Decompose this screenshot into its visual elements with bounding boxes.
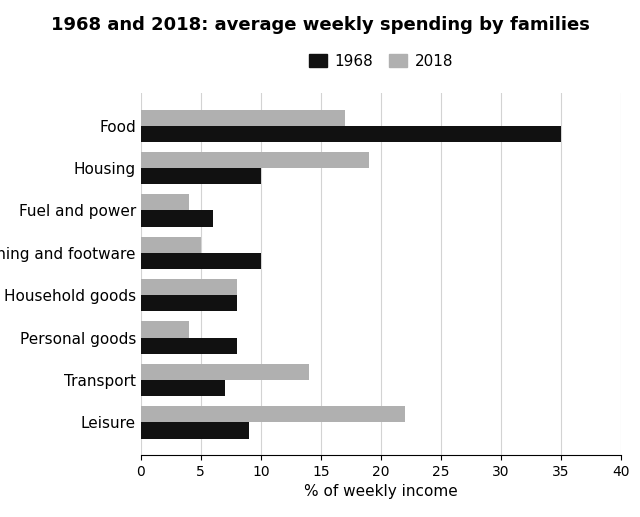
- X-axis label: % of weekly income: % of weekly income: [304, 484, 458, 499]
- Bar: [141, 295, 237, 311]
- Bar: [141, 110, 345, 126]
- Bar: [141, 194, 189, 210]
- Bar: [141, 168, 261, 184]
- Bar: [141, 338, 237, 354]
- Bar: [141, 422, 249, 438]
- Bar: [141, 279, 237, 295]
- Bar: [141, 380, 225, 396]
- Bar: [141, 210, 212, 226]
- Text: 1968 and 2018: average weekly spending by families: 1968 and 2018: average weekly spending b…: [51, 16, 589, 34]
- Bar: [141, 152, 369, 168]
- Bar: [141, 253, 261, 269]
- Bar: [141, 322, 189, 338]
- Bar: [141, 364, 309, 380]
- Bar: [141, 237, 201, 253]
- Legend: 1968, 2018: 1968, 2018: [308, 54, 453, 69]
- Bar: [141, 126, 561, 142]
- Bar: [141, 406, 405, 422]
